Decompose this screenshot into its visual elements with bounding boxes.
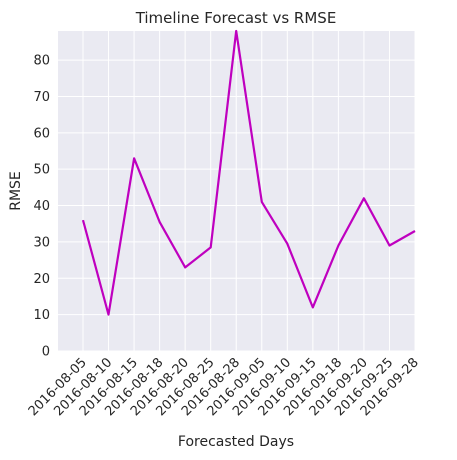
y-tick-label: 0 [42, 345, 50, 360]
y-tick-label: 80 [33, 54, 50, 69]
y-tick-label: 50 [33, 163, 50, 178]
y-tick-label: 10 [33, 308, 50, 323]
y-tick-label: 20 [33, 272, 50, 287]
y-axis-label: RMSE [8, 171, 24, 211]
y-tick-label: 30 [33, 235, 50, 250]
y-tick-labels: 0 10 20 30 40 50 60 70 80 [33, 54, 50, 360]
x-tick-labels: 2016-08-052016-08-102016-08-152016-08-18… [26, 355, 422, 419]
x-axis-label: Forecasted Days [178, 434, 294, 450]
y-tick-label: 40 [33, 199, 50, 214]
grid-lines [58, 31, 416, 352]
y-tick-label: 60 [33, 126, 50, 141]
y-tick-label: 70 [33, 90, 50, 105]
series-line [81, 29, 416, 316]
chart-title: Timeline Forecast vs RMSE [135, 9, 337, 27]
